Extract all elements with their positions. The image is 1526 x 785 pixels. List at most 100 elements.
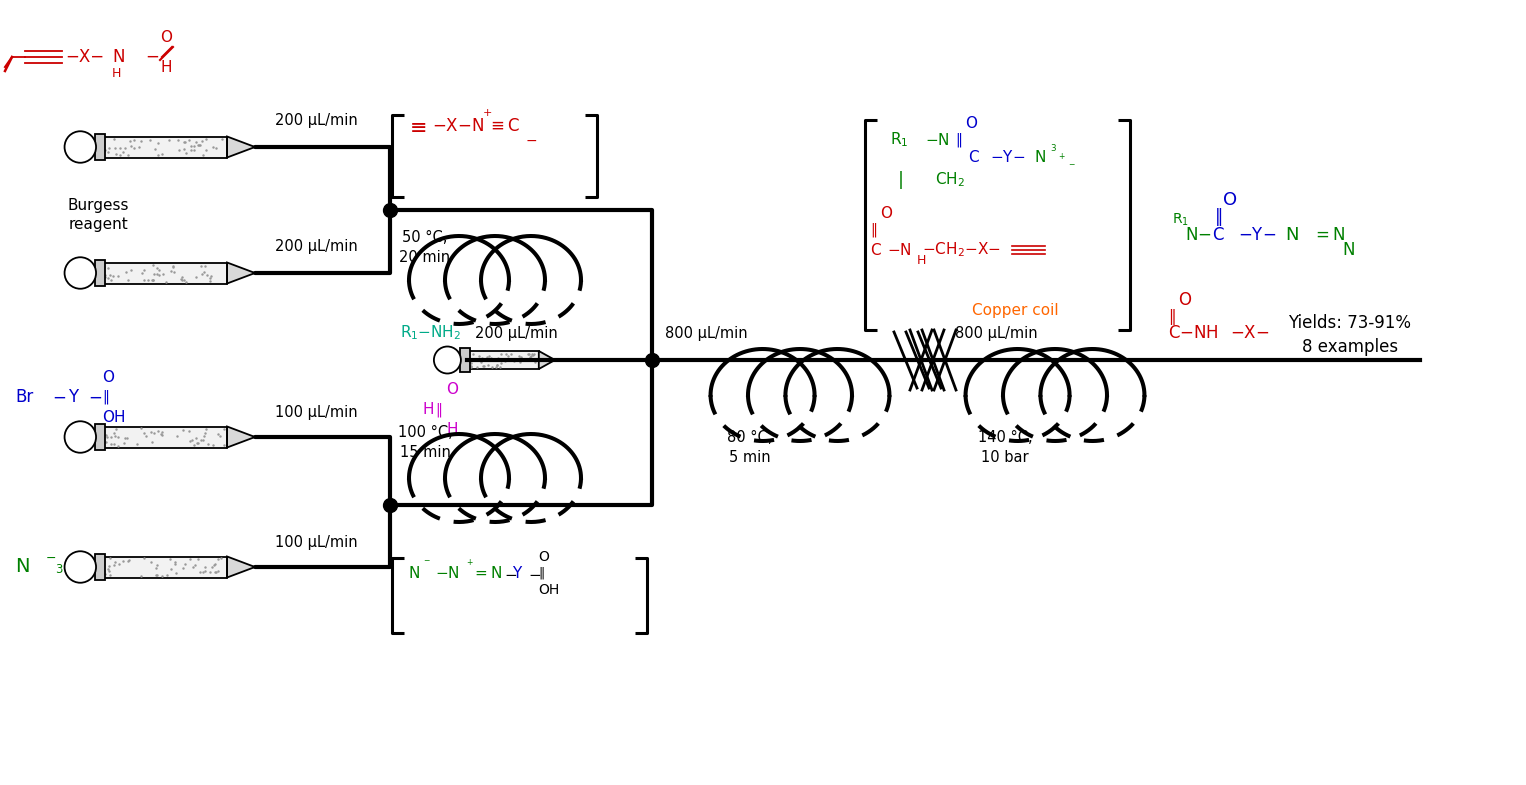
Text: C: C	[1212, 226, 1224, 244]
Text: C$-$NH: C$-$NH	[1167, 324, 1218, 342]
Text: $-$N: $-$N	[435, 565, 459, 581]
Text: $-$N: $-$N	[925, 132, 949, 148]
Polygon shape	[227, 137, 255, 158]
Text: 800 μL/min: 800 μL/min	[955, 326, 1038, 341]
Text: Br: Br	[15, 388, 34, 406]
Text: Copper coil: Copper coil	[972, 302, 1059, 317]
Text: OH: OH	[102, 410, 125, 425]
Text: $-$CH$_2$$-$X$-$: $-$CH$_2$$-$X$-$	[922, 241, 1001, 259]
Text: $-$N: $-$N	[887, 242, 911, 258]
Text: H: H	[917, 254, 926, 266]
Text: $-$Y$-$: $-$Y$-$	[990, 149, 1025, 165]
Bar	[101, 557, 227, 578]
Text: $^-$: $^-$	[423, 558, 432, 568]
Text: $^+$: $^+$	[465, 558, 475, 568]
Text: H: H	[160, 60, 171, 75]
Text: $=$N: $=$N	[472, 565, 502, 581]
Text: O: O	[964, 115, 977, 130]
Text: OH: OH	[539, 583, 559, 597]
Bar	[101, 137, 227, 158]
Circle shape	[64, 422, 96, 453]
Text: $-$X$-$: $-$X$-$	[1230, 324, 1270, 342]
Text: R$_1$: R$_1$	[1172, 212, 1189, 228]
Bar	[101, 426, 227, 447]
Text: O: O	[102, 370, 114, 385]
Text: 80 °C,
5 min: 80 °C, 5 min	[728, 430, 772, 465]
Text: $-$: $-$	[89, 388, 102, 406]
Bar	[95, 554, 105, 580]
Text: O: O	[1178, 291, 1190, 309]
Text: H: H	[446, 422, 458, 437]
Text: C: C	[967, 149, 978, 165]
Text: 140 °C,
10 bar: 140 °C, 10 bar	[978, 430, 1032, 465]
Text: N: N	[1341, 241, 1355, 259]
Text: N: N	[111, 48, 125, 66]
Text: $\|$: $\|$	[870, 221, 877, 239]
Bar	[101, 262, 227, 283]
Text: $_3$: $_3$	[1050, 141, 1058, 154]
Text: $|$: $|$	[897, 169, 903, 191]
Text: $+$: $+$	[482, 107, 493, 118]
Circle shape	[64, 257, 96, 289]
Text: $_3$: $_3$	[55, 558, 64, 576]
Text: $\equiv$C: $\equiv$C	[487, 117, 520, 135]
Text: $\|$: $\|$	[102, 388, 110, 406]
Text: $-$Y$-$: $-$Y$-$	[1238, 226, 1276, 244]
Text: −: −	[145, 48, 159, 66]
Text: $-$: $-$	[52, 388, 66, 406]
Polygon shape	[227, 262, 255, 283]
Text: $^+$: $^+$	[1058, 152, 1067, 162]
Text: 100 μL/min: 100 μL/min	[275, 404, 357, 419]
Text: N: N	[407, 565, 420, 580]
Text: 200 μL/min: 200 μL/min	[475, 326, 557, 341]
Text: O: O	[881, 206, 893, 221]
Text: Yields: 73-91%
8 examples: Yields: 73-91% 8 examples	[1288, 313, 1412, 356]
Bar	[95, 260, 105, 286]
Text: N: N	[1285, 226, 1299, 244]
Text: −X−: −X−	[66, 48, 104, 66]
Text: O: O	[160, 30, 172, 45]
Text: $\|$: $\|$	[1167, 307, 1175, 327]
Text: $=$N: $=$N	[1312, 226, 1346, 244]
Bar	[95, 424, 105, 450]
Text: $\|$: $\|$	[955, 131, 961, 149]
Text: $-$: $-$	[528, 565, 542, 580]
Text: N$-$: N$-$	[1186, 226, 1212, 244]
Polygon shape	[227, 426, 255, 447]
Text: 50 °C,
20 min: 50 °C, 20 min	[400, 230, 450, 265]
Text: H: H	[111, 67, 122, 79]
Text: H: H	[423, 403, 433, 418]
Text: $-$: $-$	[78, 550, 89, 564]
Bar	[95, 134, 105, 160]
Text: 200 μL/min: 200 μL/min	[275, 112, 357, 127]
Text: Burgess
reagent: Burgess reagent	[67, 198, 128, 232]
Text: $-$X$-$N: $-$X$-$N	[432, 117, 484, 135]
Text: $-$: $-$	[504, 565, 517, 580]
Text: C: C	[870, 243, 881, 257]
Text: $^-$: $^-$	[1067, 162, 1076, 172]
Text: 200 μL/min: 200 μL/min	[275, 239, 357, 254]
Text: $-$: $-$	[525, 133, 537, 147]
Text: 800 μL/min: 800 μL/min	[665, 326, 748, 341]
Text: N: N	[1035, 149, 1045, 165]
Text: $\|$: $\|$	[539, 565, 545, 581]
Polygon shape	[539, 351, 555, 369]
Text: $\|$: $\|$	[1215, 206, 1222, 228]
Circle shape	[64, 131, 96, 162]
Text: CH$_2$: CH$_2$	[935, 170, 964, 189]
Text: R$_1$$-$NH$_2$: R$_1$$-$NH$_2$	[400, 323, 461, 342]
Bar	[465, 351, 539, 369]
Text: R$_1$: R$_1$	[890, 130, 908, 149]
Circle shape	[64, 551, 96, 582]
Text: $\equiv$: $\equiv$	[404, 116, 426, 136]
Text: $\|$: $\|$	[435, 401, 443, 419]
Polygon shape	[227, 557, 255, 578]
Text: 100 μL/min: 100 μL/min	[275, 535, 357, 550]
Text: 100 °C,
15 min: 100 °C, 15 min	[398, 425, 452, 460]
Text: Y: Y	[69, 388, 78, 406]
Text: Y: Y	[513, 565, 522, 580]
Text: $-$: $-$	[44, 550, 56, 564]
Circle shape	[433, 346, 461, 374]
Bar	[459, 349, 470, 371]
Text: O: O	[539, 550, 549, 564]
